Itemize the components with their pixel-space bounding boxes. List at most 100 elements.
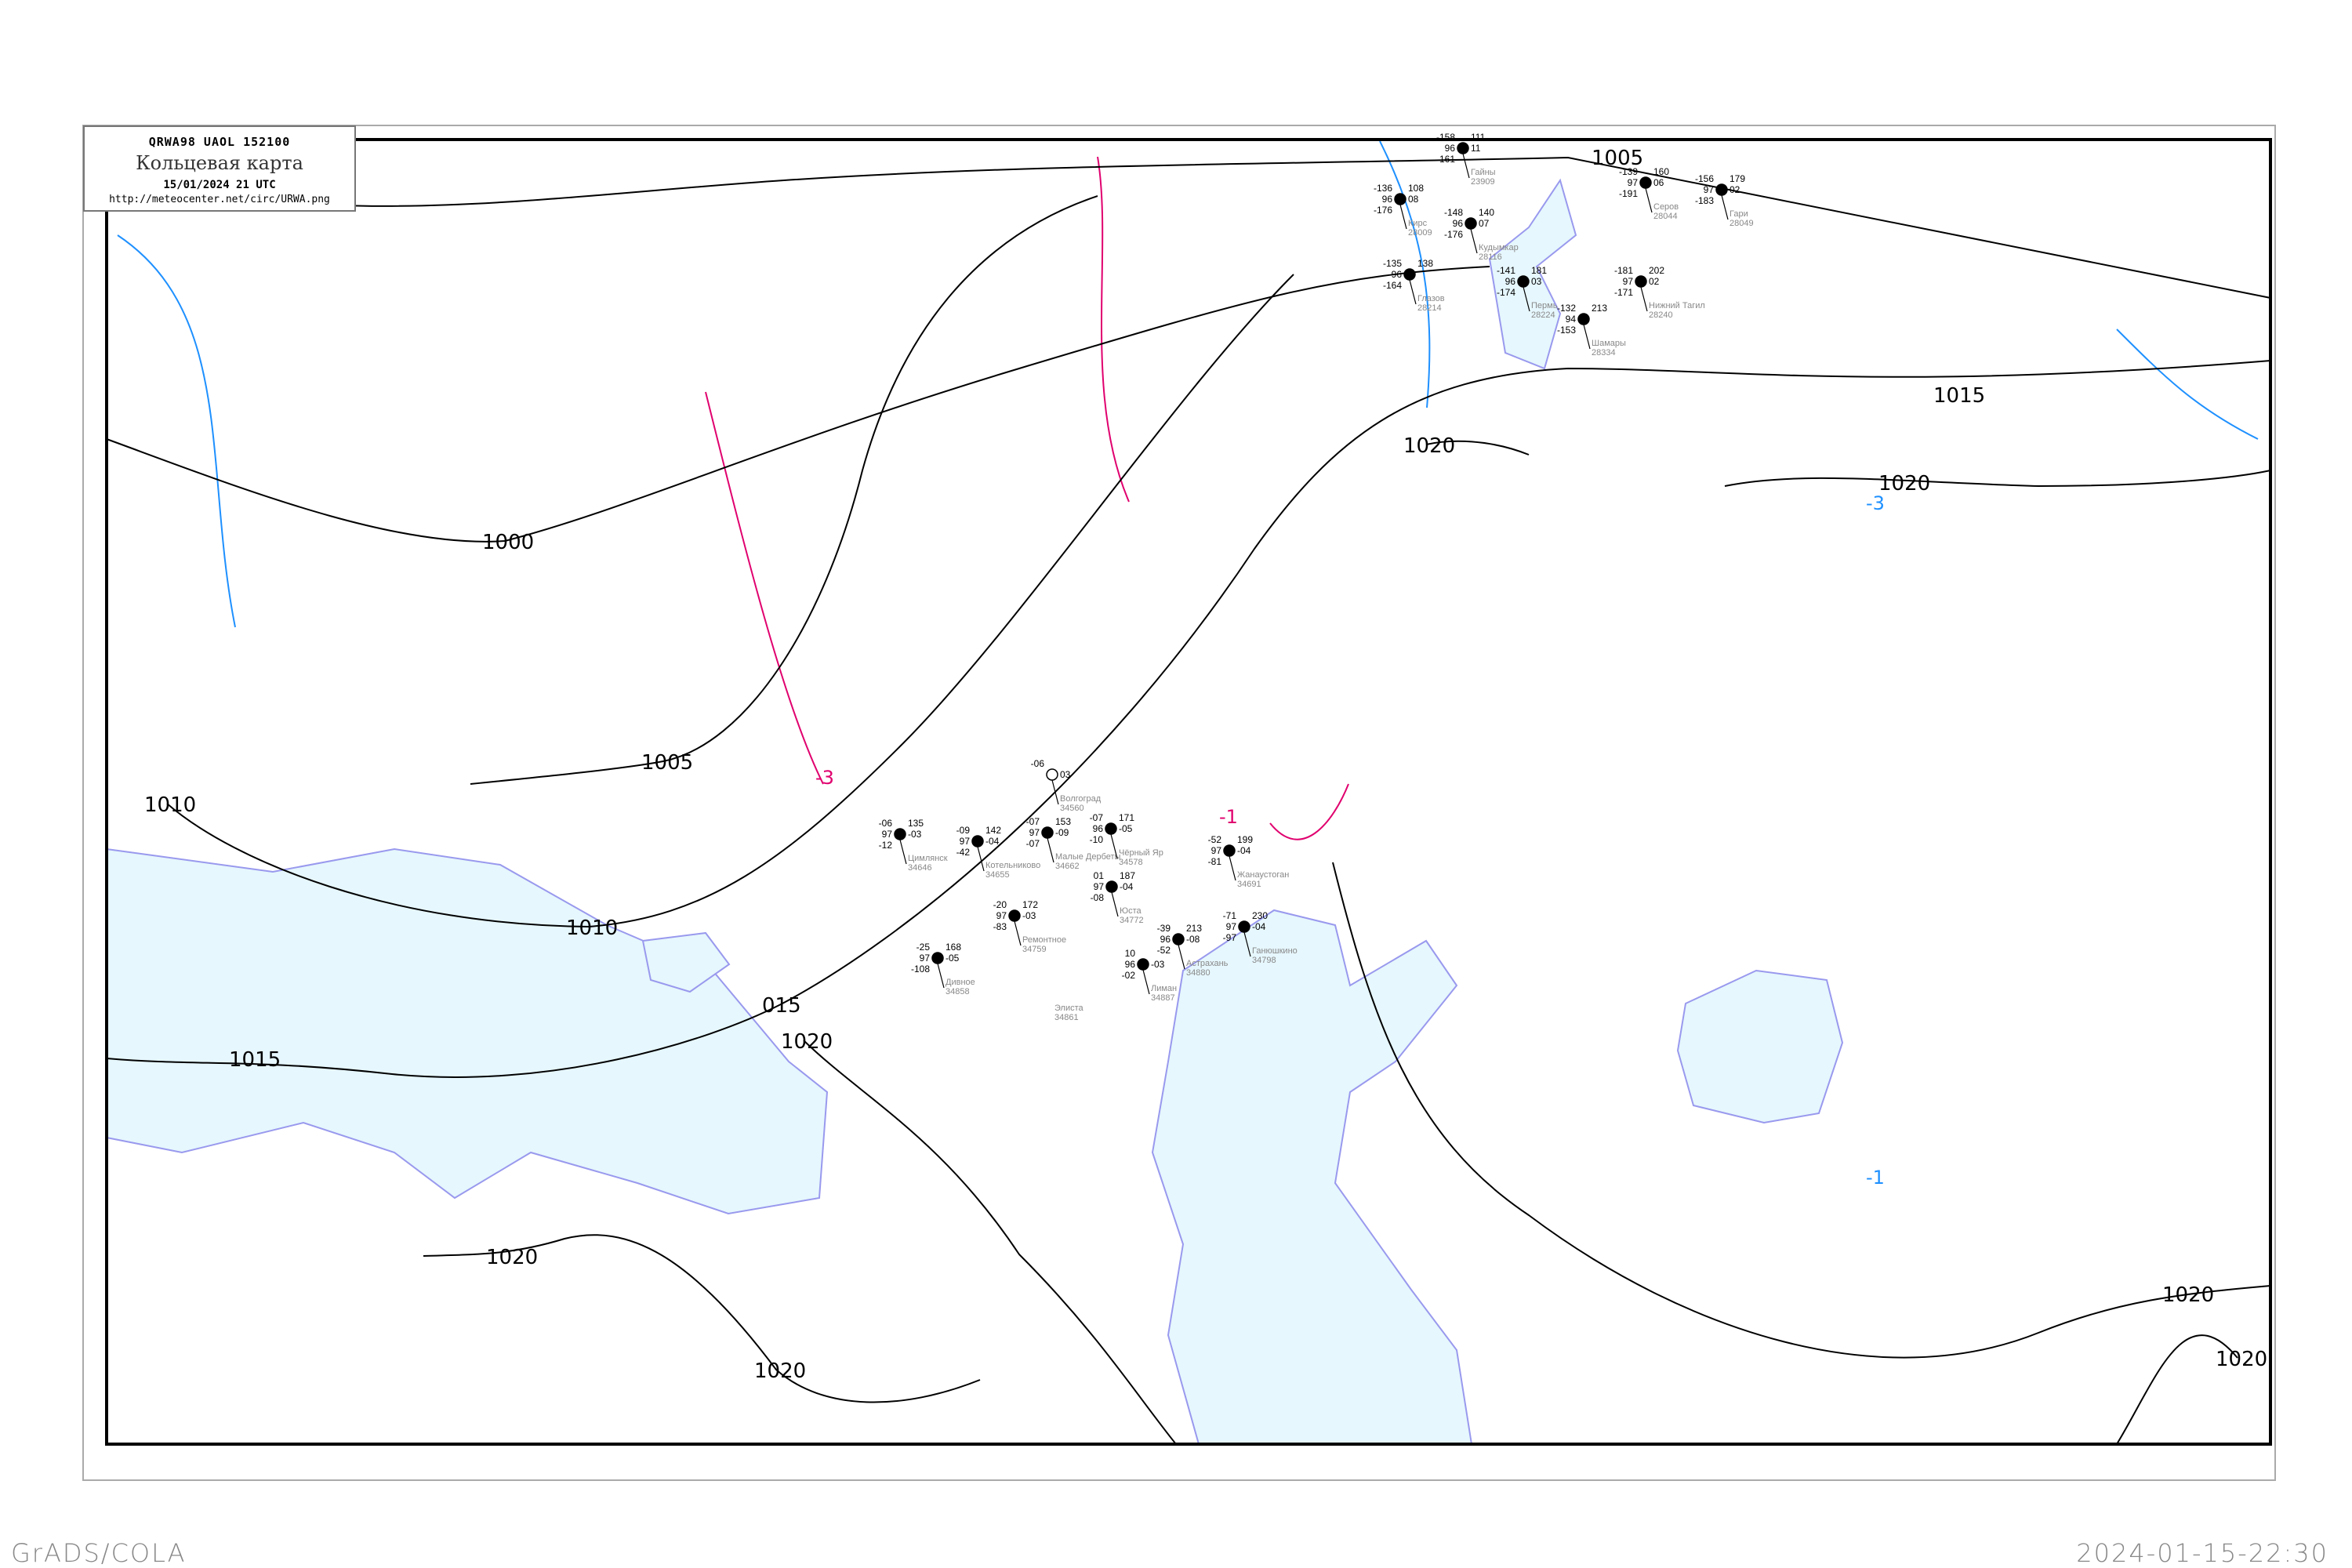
isobar-label: 1020: [754, 1359, 806, 1383]
pressure-tendency: -04: [1237, 845, 1251, 856]
station-name: Глазов: [1417, 294, 1445, 303]
station-id: 28009: [1408, 228, 1432, 238]
temperature: -07: [1090, 812, 1104, 823]
wind-barb: [1111, 891, 1119, 917]
isobar-label: 1020: [781, 1030, 833, 1054]
isotherm-label: -3: [815, 767, 834, 789]
cloud-cover-circle: [1008, 909, 1021, 922]
isotherm-label-group: -3 -1 -3 -1: [815, 492, 1885, 1189]
visibility: 97: [1226, 921, 1237, 932]
cloud-cover-circle: [1517, 275, 1530, 288]
dew-point: -153: [1557, 325, 1576, 336]
isobar-label: 1020: [1403, 434, 1455, 458]
pressure: 202: [1649, 265, 1664, 276]
pressure: 160: [1653, 166, 1669, 177]
visibility: 97: [1211, 845, 1222, 856]
station-id: 34887: [1151, 993, 1175, 1003]
cloud-cover-circle: [931, 952, 944, 964]
station-name: Юста: [1120, 906, 1142, 916]
wind-barb: [1047, 837, 1054, 863]
cloud-cover-circle: [1465, 217, 1477, 230]
station-id: 28214: [1417, 303, 1442, 313]
visibility: 96: [1125, 959, 1136, 970]
isobar-line: [803, 1040, 1177, 1445]
isobar-line: [1724, 470, 2271, 488]
wind-barb: [1640, 286, 1648, 312]
station-id: 34560: [1060, 804, 1084, 813]
station-id: 28049: [1730, 219, 1754, 228]
wind-barb: [1051, 779, 1059, 805]
temperature: 01: [1094, 870, 1105, 881]
sea-of-azov: [641, 931, 731, 993]
pressure: 213: [1186, 923, 1202, 934]
pressure-tendency: -04: [985, 836, 1000, 847]
pressure-tendency: -03: [1151, 959, 1165, 970]
isotherm-line: [117, 234, 236, 628]
map-datetime: 15/01/2024 21 UTC: [163, 179, 276, 191]
station-name: Чёрный Яр: [1119, 848, 1163, 858]
isobars: [106, 156, 2271, 1445]
dew-point: -02: [1122, 970, 1136, 981]
temperature: -25: [916, 942, 931, 953]
isotherm-line: [1269, 783, 1349, 840]
source-url[interactable]: http://meteocenter.net/circ/URWA.png: [109, 194, 330, 205]
wind-barb: [1583, 324, 1591, 350]
station-name: Лиман: [1151, 984, 1177, 993]
visibility: 97: [882, 829, 893, 840]
cloud-cover-circle: [894, 828, 906, 840]
dew-point: -10: [1090, 834, 1104, 845]
map-plot-frame: [105, 138, 2272, 1446]
wind-barb: [1178, 944, 1185, 970]
visibility: 96: [1505, 276, 1516, 287]
pressure: 168: [946, 942, 961, 953]
software-credit: GrADS/COLA: [11, 1538, 187, 1568]
visibility: 96: [1093, 823, 1104, 834]
station-name: Пермь: [1531, 301, 1558, 310]
isotherms: [117, 140, 2259, 840]
wind-barb: [1721, 194, 1729, 220]
station-name: Ганюшкино: [1252, 946, 1298, 956]
station-name: Астрахань: [1186, 959, 1229, 968]
pressure-tendency: 03: [1531, 276, 1542, 287]
station-id: 34691: [1237, 880, 1261, 889]
station-name: Цимлянск: [908, 854, 948, 863]
temperature: -07: [1026, 816, 1040, 827]
pressure: 187: [1120, 870, 1135, 881]
wind-barb: [1229, 855, 1236, 881]
cloud-cover-circle: [1238, 920, 1250, 933]
wind-barb: [1110, 833, 1118, 859]
isobar-label: 1020: [2216, 1348, 2267, 1371]
isobar-line: [2116, 1334, 2238, 1445]
wind-barb: [1462, 153, 1470, 179]
wind-barb: [1523, 286, 1530, 312]
cloud-cover-circle: [1223, 844, 1236, 857]
station-name: Нижний Тагил: [1649, 301, 1705, 310]
isobar-label: 1020: [1878, 472, 1930, 495]
caspian-sea: [1151, 909, 1473, 1445]
pressure: 108: [1408, 183, 1424, 194]
isobar-line: [470, 195, 1098, 785]
station-name: Котельниково: [985, 861, 1040, 870]
isobar-line: [423, 1234, 981, 1403]
